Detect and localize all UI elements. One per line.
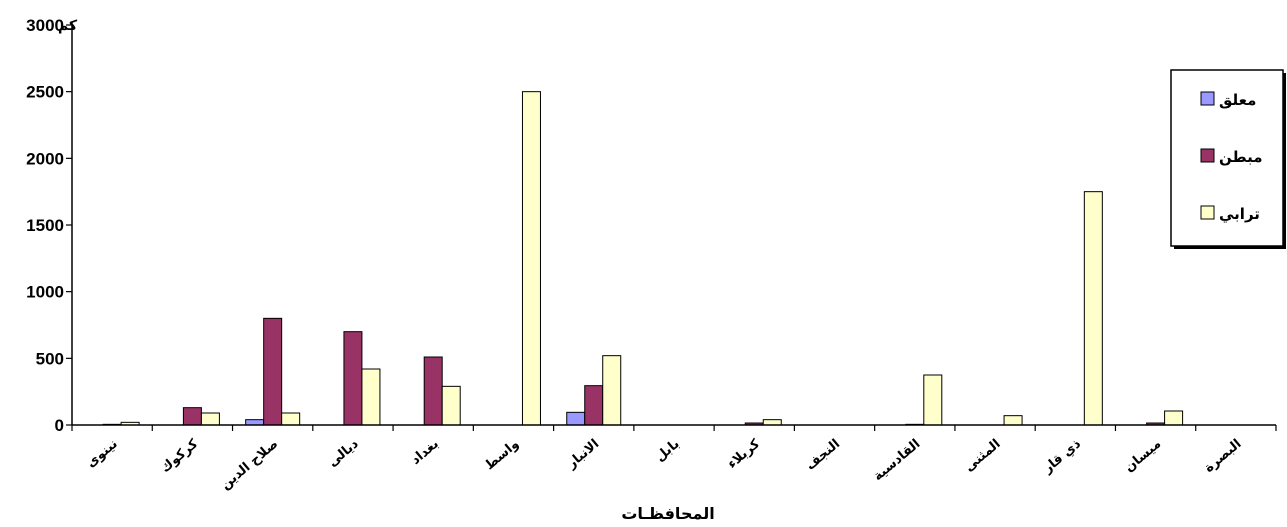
y-tick-label: 3000 — [26, 16, 64, 35]
legend-entry-label: معلق — [1219, 91, 1256, 109]
bar — [923, 374, 943, 426]
y-unit-label: كم — [58, 18, 78, 34]
y-tick-label: 1500 — [26, 216, 64, 235]
legend-box — [1170, 69, 1284, 247]
y-tick-label: 2500 — [26, 83, 64, 102]
y-tick-label: 0 — [55, 416, 64, 435]
bar — [343, 331, 363, 426]
bar — [602, 355, 622, 426]
x-category-label: بابل — [653, 437, 683, 465]
x-category-label: ميسان — [1122, 437, 1164, 476]
x-category-label: البصرة — [1202, 437, 1245, 476]
legend-swatch — [1200, 91, 1215, 106]
y-tick-label: 500 — [36, 349, 64, 368]
bar — [1083, 191, 1103, 426]
x-category-label: النجف — [803, 437, 843, 474]
bar — [281, 412, 301, 426]
bar — [200, 412, 220, 426]
bar — [762, 419, 782, 426]
x-category-label: كركوك — [158, 436, 201, 476]
x-category-label: نينوى — [84, 437, 121, 471]
bar — [1164, 410, 1184, 426]
y-tick-label: 2000 — [26, 149, 64, 168]
legend-entry-label: ترابي — [1219, 205, 1260, 223]
bar — [584, 385, 604, 426]
y-tick-label: 1000 — [26, 283, 64, 302]
x-category-label: كربلاء — [725, 436, 763, 472]
x-category-label: القادسية — [871, 437, 924, 485]
bar — [245, 419, 265, 426]
chart-marks — [102, 91, 1184, 426]
x-category-label: واسط — [482, 437, 522, 474]
legend: معلق مبطن ترابي — [1170, 69, 1286, 249]
bar — [1003, 415, 1023, 426]
bar — [263, 317, 283, 426]
legend-swatch — [1200, 148, 1215, 163]
legend-entry-label: مبطن — [1219, 148, 1263, 166]
x-category-label: المثنى — [962, 437, 1004, 475]
x-category-label: صلاح الدين — [218, 437, 281, 493]
x-axis-title: المحافظـات — [621, 504, 714, 523]
x-category-label: ديالى — [325, 436, 361, 470]
bar — [182, 407, 202, 426]
x-category-label: بغداد — [408, 437, 441, 468]
bar — [566, 411, 586, 426]
bar — [521, 91, 541, 426]
x-category-label: ذي قار — [1040, 436, 1084, 477]
bar — [441, 385, 461, 426]
x-category-label: الانبار — [564, 437, 603, 473]
bar — [423, 356, 443, 426]
legend-swatch — [1200, 205, 1215, 220]
bar — [361, 368, 381, 426]
